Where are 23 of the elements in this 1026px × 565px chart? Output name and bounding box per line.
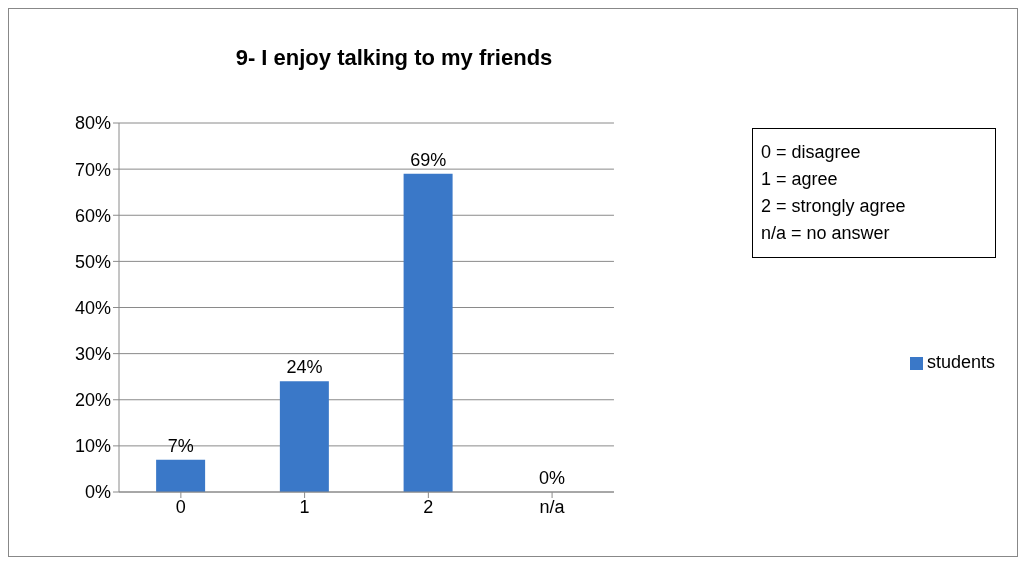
chart-title: 9- I enjoy talking to my friends [234,45,554,71]
y-tick-label: 10% [74,436,111,457]
bar [156,459,206,492]
legend-label: students [926,352,995,372]
y-tick-label: 60% [74,205,111,226]
key-box: 0 = disagree 1 = agree 2 = strongly agree n/a = no answer [752,128,996,258]
y-tick-label: 70% [74,159,111,180]
y-tick-label: 50% [74,251,111,272]
text: 69% [410,149,447,170]
x-tick-label: 0 [175,496,186,517]
text: 24% [286,357,323,378]
x-tick-label: 2 [423,496,434,517]
y-tick-label: 0% [84,482,111,503]
y-tick-label: 80% [74,113,111,134]
y-tick-label: 30% [74,344,111,365]
x-tick-label: 1 [299,496,310,517]
text: 0% [539,468,566,488]
y-tick-label: 40% [74,297,111,318]
bar [403,173,453,492]
x-tick-label: n/a [539,496,566,517]
bar [279,381,329,492]
y-tick-label: 20% [74,390,111,411]
text: 7% [167,435,194,456]
